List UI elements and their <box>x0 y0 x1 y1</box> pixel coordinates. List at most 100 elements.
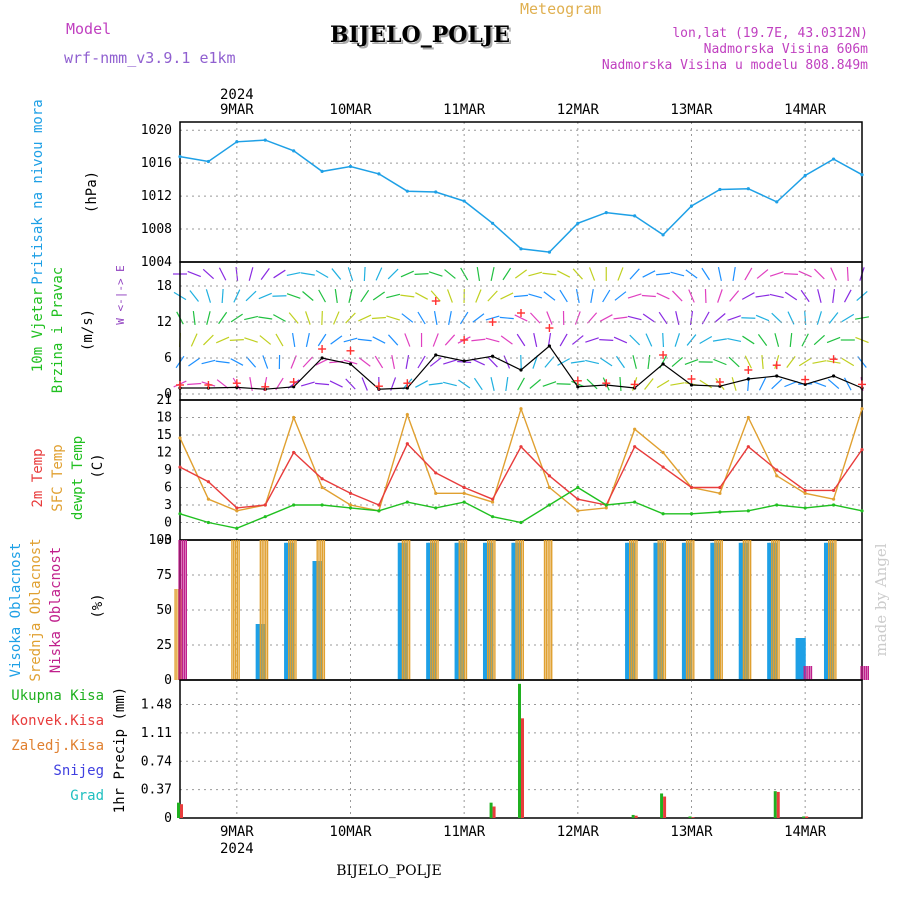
wind-direction-arrow <box>769 293 784 299</box>
wind-direction-arrow <box>258 292 272 300</box>
y-tick-label: 0 <box>164 516 172 531</box>
dewpt-line-point <box>831 503 836 507</box>
cloud-mid-axis-title: Srednja Oblacnost <box>28 538 44 681</box>
dewpt-line-point <box>633 500 637 504</box>
wind-direction-arrow <box>658 311 668 325</box>
wind-direction-arrow <box>557 270 571 278</box>
cloud-bar <box>689 540 691 680</box>
wind-direction-arrow <box>529 379 541 389</box>
cloud-bar <box>176 589 178 680</box>
wind-direction-arrow <box>629 268 640 280</box>
cloud-bar <box>430 540 432 680</box>
cloud-bar <box>399 542 403 680</box>
wind-direction-arrow <box>428 271 443 277</box>
cloud-bar <box>543 540 546 680</box>
cloud-bar <box>522 540 524 680</box>
wind-direction-arrow <box>613 336 628 344</box>
y-tick-label: 12 <box>156 315 172 330</box>
pressure-line-point <box>519 247 523 251</box>
wind-direction-arrow <box>642 313 655 323</box>
y-tick-label: 0 <box>164 387 172 402</box>
cloud-bar <box>829 540 832 680</box>
wind-direction-arrow <box>300 381 315 387</box>
temp2m-line-point <box>576 497 580 501</box>
wind-direction-arrow <box>758 377 767 391</box>
x-tick-label-top: 14MAR <box>784 102 827 118</box>
cloud-low-axis-title: Niska Oblacnost <box>48 547 64 673</box>
wind-direction-arrow <box>315 382 330 386</box>
cloud-bar <box>426 542 430 680</box>
cloud-bar <box>323 540 326 680</box>
wind-direction-arrow <box>475 289 482 303</box>
dewpt-line-point <box>263 515 267 519</box>
wind-speed-line-point <box>490 354 495 358</box>
wind-direction-arrow <box>789 332 793 348</box>
wind-direction-arrow <box>387 268 399 280</box>
wind-direction-arrow <box>443 359 457 365</box>
sfc-temp-line <box>179 406 863 512</box>
temp2m-line-point <box>462 485 466 490</box>
cloud-bar <box>860 666 862 680</box>
cloud-bar <box>810 666 813 680</box>
wind-direction-arrow <box>471 338 486 342</box>
sfc-temp-line-point <box>633 427 637 431</box>
precip-bar <box>518 683 521 818</box>
wind-speed-line-point <box>803 382 807 386</box>
wind-direction-arrow <box>533 333 538 347</box>
cloud-bar <box>484 542 488 680</box>
wind-direction-arrow <box>215 336 230 344</box>
wind-direction-arrow <box>244 337 258 343</box>
pressure-line-point <box>292 149 296 153</box>
wind-direction-arrow <box>315 358 329 366</box>
wind-direction-arrow <box>641 294 656 298</box>
wind-direction-arrow <box>575 289 580 303</box>
pressure-line-point <box>547 250 552 254</box>
precip-bar <box>180 804 183 818</box>
wind-direction-arrow <box>744 355 752 369</box>
precip-bar <box>802 816 806 818</box>
cloud-bar <box>492 540 494 680</box>
wind-direction-arrow <box>428 382 443 386</box>
y-tick-label: 21 <box>156 393 172 408</box>
wind-direction-arrow <box>585 337 599 343</box>
wind-direction-arrow <box>448 311 452 325</box>
cloud-bar <box>687 540 690 680</box>
wind-compass-label: W <-|-> E <box>114 265 127 325</box>
cloud-bar <box>823 542 827 680</box>
cloud-bar <box>482 542 486 680</box>
wind-speed-line-point <box>718 384 722 388</box>
wind-speed-line-point <box>831 374 836 378</box>
temp2m-line-point <box>519 445 523 449</box>
cloud-bar <box>511 542 515 680</box>
y-tick-label: 0.74 <box>141 754 172 769</box>
wind-direction-arrow <box>334 288 338 304</box>
y-tick-label: 6 <box>164 351 172 366</box>
precip-legend-entry: Konvek.Kisa <box>11 713 104 729</box>
wind-speed-line-point <box>689 383 694 387</box>
cloud-bar <box>835 540 837 680</box>
wind-direction-arrow <box>372 336 386 344</box>
wind-direction-arrow <box>645 333 653 347</box>
pressure-unit-label: (hPa) <box>84 171 100 213</box>
wind-direction-arrow <box>559 289 568 303</box>
temp2m-line-point <box>263 503 267 507</box>
cloud-bar <box>488 540 491 680</box>
cloud-bar <box>831 540 833 680</box>
wind-direction-arrow <box>585 359 599 365</box>
y-tick-label: 9 <box>164 463 172 478</box>
wind-direction-arrow <box>728 356 740 368</box>
pressure-line-point <box>576 221 580 225</box>
y-tick-label: 75 <box>156 568 172 583</box>
y-tick-label: 18 <box>156 411 172 426</box>
precip-bar <box>776 791 780 818</box>
precip-bar <box>773 791 777 818</box>
wind-direction-arrow <box>405 355 410 369</box>
cloud-bar <box>630 540 633 680</box>
cloud-bar <box>738 542 742 680</box>
cloud-bar <box>547 540 549 680</box>
cloud-bar <box>293 540 295 680</box>
precip-legend-entry: Zaledj.Kisa <box>11 738 104 754</box>
precip-bar <box>805 816 809 818</box>
wind-direction-arrow <box>557 358 571 366</box>
y-tick-label: 1016 <box>141 156 172 171</box>
